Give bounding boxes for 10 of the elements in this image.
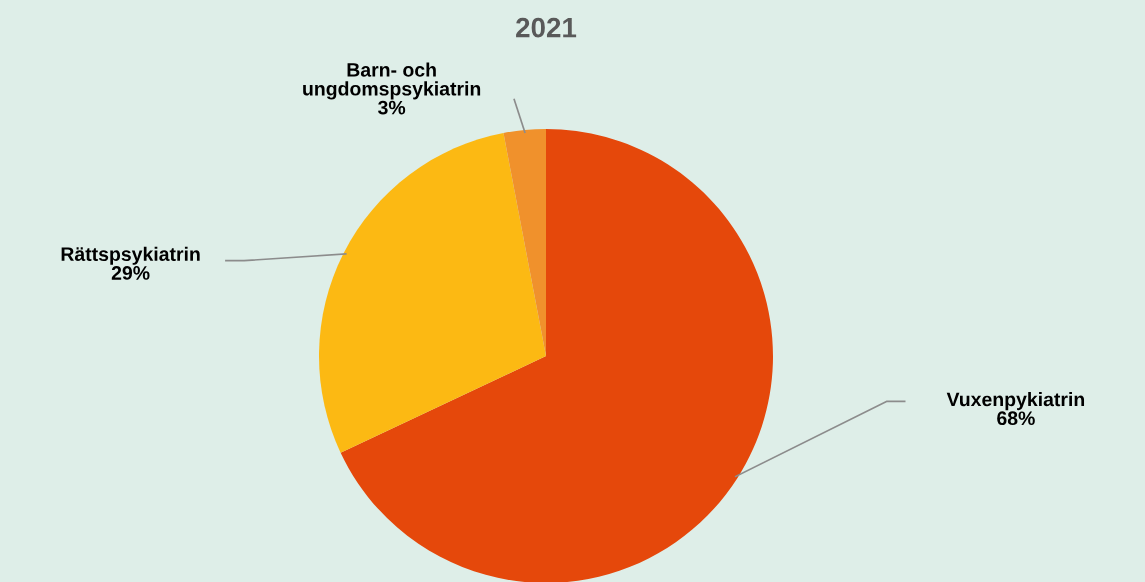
- pie-slice: [319, 133, 546, 453]
- data-label: 29%: [111, 266, 150, 280]
- data-label: 3%: [378, 100, 406, 115]
- slice-label: Rättspsykiatrin: [61, 246, 200, 265]
- data-label: 68%: [997, 411, 1035, 426]
- chart-title: 2021: [516, 17, 577, 38]
- pie-slice: [340, 129, 773, 582]
- slice-label: Vuxenpykiatrin: [946, 392, 1085, 411]
- slice-label: Barn- och ungdomspsykiatrin: [303, 62, 481, 100]
- pie-slice: [503, 129, 546, 356]
